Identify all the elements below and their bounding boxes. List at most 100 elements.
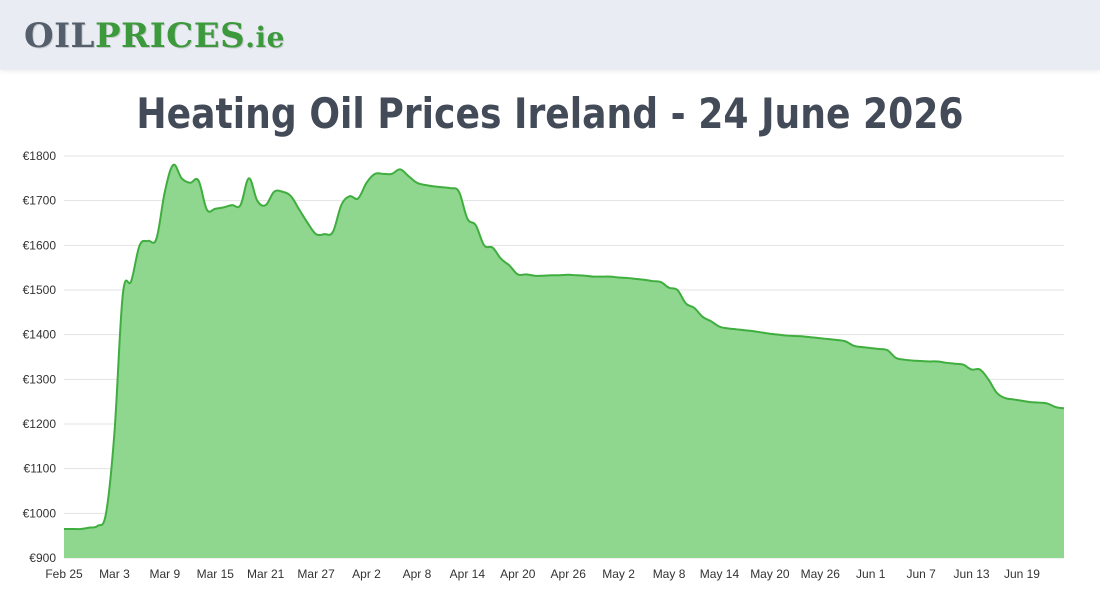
data-point[interactable] [1011, 396, 1017, 402]
data-point[interactable] [1019, 398, 1025, 404]
data-point[interactable] [448, 185, 454, 191]
data-point[interactable] [128, 278, 134, 284]
data-point[interactable] [347, 193, 353, 199]
data-point[interactable] [338, 202, 344, 208]
data-point[interactable] [1027, 399, 1033, 405]
data-point[interactable] [725, 325, 731, 331]
data-point[interactable] [1002, 395, 1008, 401]
data-point[interactable] [120, 291, 126, 297]
data-point[interactable] [716, 324, 722, 330]
data-point[interactable] [969, 367, 975, 373]
data-point[interactable] [800, 333, 806, 339]
data-point[interactable] [826, 336, 832, 342]
data-point[interactable] [784, 333, 790, 339]
data-point[interactable] [111, 430, 117, 436]
data-point[interactable] [473, 222, 479, 228]
data-point[interactable] [397, 166, 403, 172]
data-point[interactable] [506, 262, 512, 268]
data-point[interactable] [700, 314, 706, 320]
data-point[interactable] [960, 362, 966, 368]
data-point[interactable] [229, 202, 235, 208]
data-point[interactable] [1061, 405, 1067, 411]
data-point[interactable] [86, 525, 92, 531]
data-point[interactable] [792, 333, 798, 339]
data-point[interactable] [145, 238, 151, 244]
data-point[interactable] [490, 245, 496, 251]
data-point[interactable] [607, 274, 613, 280]
data-point[interactable] [767, 331, 773, 337]
data-point[interactable] [927, 358, 933, 364]
data-point[interactable] [985, 376, 991, 382]
data-point[interactable] [406, 173, 412, 179]
data-point[interactable] [565, 272, 571, 278]
data-point[interactable] [187, 180, 193, 186]
data-point[interactable] [271, 189, 277, 195]
data-point[interactable] [540, 273, 546, 279]
data-point[interactable] [809, 334, 815, 340]
data-point[interactable] [380, 171, 386, 177]
data-point[interactable] [935, 358, 941, 364]
data-point[interactable] [885, 347, 891, 353]
data-point[interactable] [868, 345, 874, 351]
data-point[interactable] [204, 207, 210, 213]
data-point[interactable] [431, 183, 437, 189]
data-point[interactable] [977, 367, 983, 373]
data-point[interactable] [599, 274, 605, 280]
data-point[interactable] [674, 287, 680, 293]
data-point[interactable] [918, 358, 924, 364]
data-point[interactable] [901, 357, 907, 363]
data-point[interactable] [523, 271, 529, 277]
data-point[interactable] [414, 180, 420, 186]
data-point[interactable] [103, 510, 109, 516]
data-point[interactable] [288, 193, 294, 199]
data-point[interactable] [212, 206, 218, 212]
data-point[interactable] [61, 526, 67, 532]
data-point[interactable] [481, 242, 487, 248]
data-point[interactable] [834, 337, 840, 343]
data-point[interactable] [843, 338, 849, 344]
data-point[interactable] [750, 328, 756, 334]
data-point[interactable] [742, 327, 748, 333]
data-point[interactable] [137, 242, 143, 248]
data-point[interactable] [708, 318, 714, 324]
data-point[interactable] [78, 526, 84, 532]
data-point[interactable] [246, 175, 252, 181]
data-point[interactable] [372, 171, 378, 177]
data-point[interactable] [733, 326, 739, 332]
data-point[interactable] [237, 202, 243, 208]
data-point[interactable] [775, 332, 781, 338]
data-point[interactable] [322, 231, 328, 237]
data-point[interactable] [691, 305, 697, 311]
data-point[interactable] [632, 276, 638, 282]
data-point[interactable] [422, 182, 428, 188]
data-point[interactable] [456, 189, 462, 195]
data-point[interactable] [641, 277, 647, 283]
data-point[interactable] [1036, 400, 1042, 406]
data-point[interactable] [859, 344, 865, 350]
data-point[interactable] [590, 274, 596, 280]
data-point[interactable] [616, 274, 622, 280]
data-point[interactable] [683, 300, 689, 306]
data-point[interactable] [994, 390, 1000, 396]
data-point[interactable] [817, 335, 823, 341]
data-point[interactable] [305, 220, 311, 226]
data-point[interactable] [624, 275, 630, 281]
data-point[interactable] [658, 279, 664, 285]
data-point[interactable] [195, 178, 201, 184]
data-point[interactable] [221, 204, 227, 210]
data-point[interactable] [574, 272, 580, 278]
data-point[interactable] [876, 346, 882, 352]
data-point[interactable] [758, 329, 764, 335]
data-point[interactable] [279, 189, 285, 195]
data-point[interactable] [649, 278, 655, 284]
data-point[interactable] [548, 272, 554, 278]
data-point[interactable] [69, 526, 75, 532]
data-point[interactable] [439, 184, 445, 190]
data-point[interactable] [851, 343, 857, 349]
data-point[interactable] [515, 271, 521, 277]
data-point[interactable] [1053, 404, 1059, 410]
data-point[interactable] [330, 229, 336, 235]
data-point[interactable] [355, 195, 361, 201]
data-point[interactable] [170, 162, 176, 168]
data-point[interactable] [910, 358, 916, 364]
